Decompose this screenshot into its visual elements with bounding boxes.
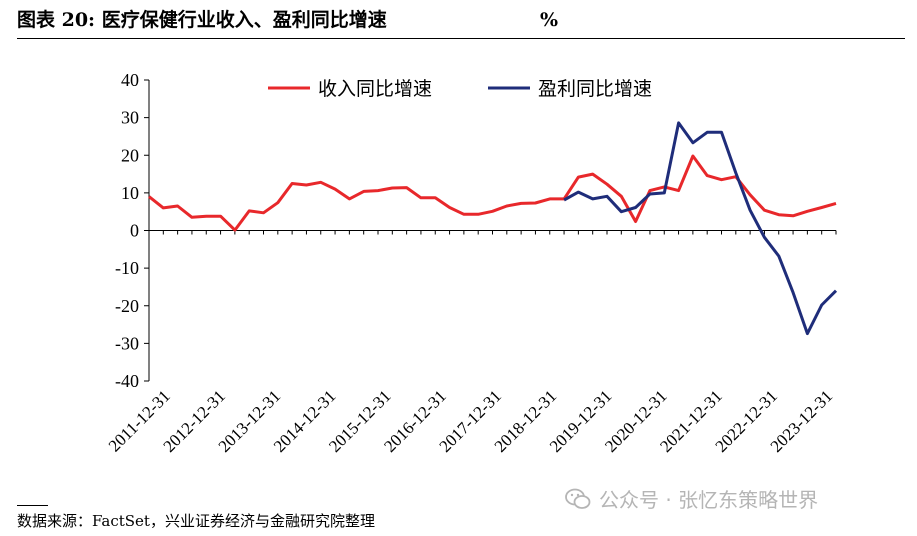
- figure-title-row: 图表 20: 医疗保健行业收入、盈利同比增速: [17, 4, 905, 36]
- wechat-icon: [565, 488, 591, 509]
- watermark: 公众号 · 张忆东策略世界: [565, 484, 818, 513]
- y-tick-label: 40: [121, 70, 139, 90]
- source-note: 数据来源：FactSet，兴业证券经济与金融研究院整理: [17, 512, 375, 530]
- footer-divider: [17, 505, 48, 506]
- y-tick-label: 30: [121, 108, 139, 128]
- figure-label: 图表 20:: [17, 9, 96, 31]
- y-tick-label: -10: [115, 258, 139, 278]
- y-tick-label: -40: [115, 371, 139, 391]
- figure-title: 医疗保健行业收入、盈利同比增速: [101, 9, 387, 31]
- legend-label: 盈利同比增速: [538, 78, 652, 100]
- y-tick-label: -30: [115, 333, 139, 353]
- title-divider: [17, 38, 905, 39]
- y-tick-label: 20: [121, 145, 139, 165]
- watermark-text: 公众号 · 张忆东策略世界: [599, 488, 819, 512]
- figure-unit: %: [540, 9, 559, 31]
- y-tick-label: 10: [121, 183, 139, 203]
- y-tick-label: 0: [130, 221, 139, 241]
- series-line-earnings: [563, 121, 838, 336]
- series-line-revenue: [148, 154, 837, 232]
- y-tick-label: -20: [115, 296, 139, 316]
- legend-label: 收入同比增速: [318, 78, 432, 100]
